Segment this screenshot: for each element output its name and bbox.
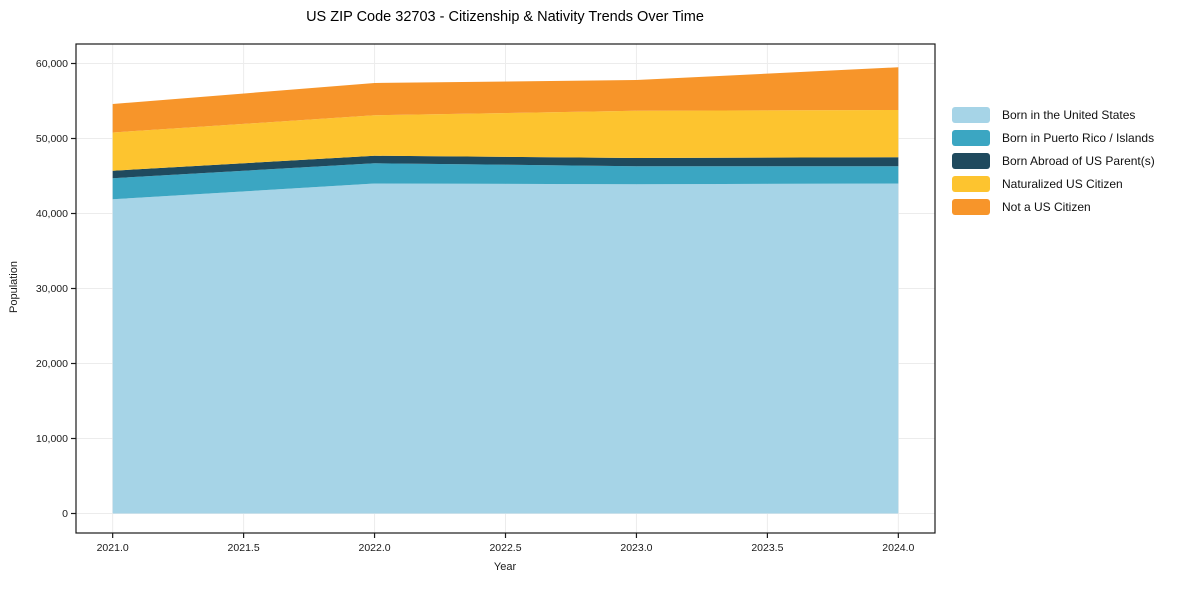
y-tick-label: 10,000	[35, 432, 68, 445]
legend-label: Born Abroad of US Parent(s)	[1002, 153, 1155, 168]
x-tick-label: 2022.0	[358, 542, 391, 554]
area-band-naturalized-us-citizen	[112, 110, 899, 171]
legend-swatch	[952, 152, 990, 169]
legend-swatch	[952, 106, 990, 123]
y-tick-label: 30,000	[35, 282, 68, 295]
legend-swatch	[952, 129, 990, 146]
x-tick-label: 2023.0	[620, 542, 653, 554]
legend-swatch	[952, 175, 990, 192]
y-tick-label: 0	[62, 507, 68, 520]
legend-label: Born in the United States	[1002, 107, 1136, 122]
x-tick-label: 2022.5	[489, 542, 522, 554]
chart-legend: Born in the United States Born in Puerto …	[952, 103, 1155, 218]
area-band-born-in-the-united-states	[112, 183, 899, 514]
y-tick-label: 60,000	[35, 57, 68, 70]
x-tick-label: 2023.5	[751, 542, 784, 554]
y-tick-label: 20,000	[35, 357, 68, 370]
y-tick-label: 40,000	[35, 207, 68, 220]
x-axis-label: Year	[493, 561, 517, 573]
legend-label: Born in Puerto Rico / Islands	[1002, 130, 1155, 145]
x-tick-label: 2021.5	[227, 542, 260, 554]
x-tick-label: 2021.0	[96, 542, 129, 554]
y-tick-label: 50,000	[35, 132, 68, 145]
legend-label: Naturalized US Citizen	[1002, 176, 1123, 191]
area-band-not-a-us-citizen	[112, 67, 899, 133]
legend-swatch	[952, 198, 990, 215]
area-band-born-abroad-of-us-parent-s-	[112, 155, 899, 179]
legend-item-not-a-us-citizen: Not a US Citizen	[952, 195, 1155, 218]
legend-item-born-abroad-of-us-parent-s-: Born Abroad of US Parent(s)	[952, 149, 1155, 172]
legend-label: Not a US Citizen	[1002, 199, 1091, 214]
x-tick-label: 2024.0	[882, 542, 915, 554]
legend-item-naturalized-us-citizen: Naturalized US Citizen	[952, 172, 1155, 195]
legend-item-born-in-the-united-states: Born in the United States	[952, 103, 1155, 126]
area-band-born-in-puerto-rico-islands	[112, 163, 899, 200]
chart-title: US ZIP Code 32703 - Citizenship & Nativi…	[306, 9, 704, 25]
legend-item-born-in-puerto-rico-islands: Born in Puerto Rico / Islands	[952, 126, 1155, 149]
